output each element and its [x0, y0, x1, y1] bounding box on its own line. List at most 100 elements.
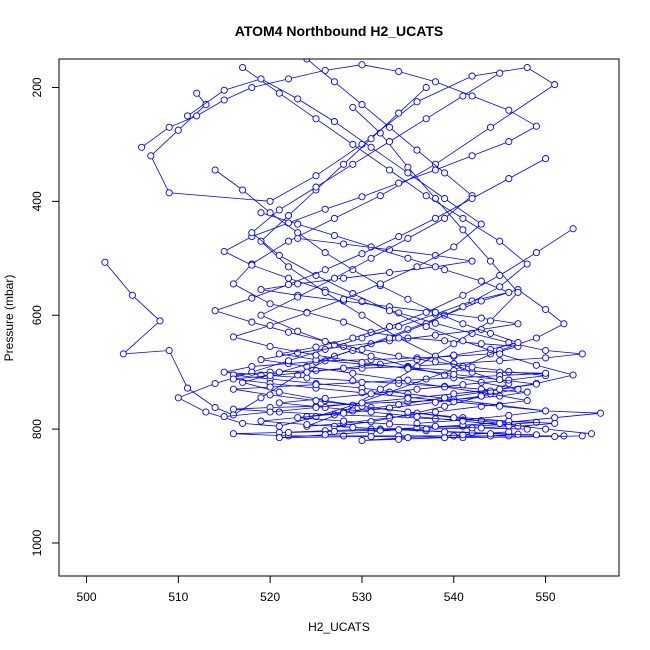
data-point: [431, 194, 439, 203]
data-point: [284, 219, 293, 227]
data-point: [441, 266, 449, 274]
x-tick-label: 500: [77, 590, 97, 604]
data-point: [367, 408, 375, 416]
data-point: [266, 391, 274, 399]
data-point: [239, 186, 247, 194]
data-point: [138, 143, 146, 151]
data-point: [340, 417, 348, 425]
data-point: [413, 98, 421, 106]
x-tick-label: 530: [352, 590, 372, 604]
data-point: [404, 169, 412, 177]
data-point: [404, 376, 412, 384]
data-point: [431, 358, 439, 366]
data-point: [441, 214, 449, 222]
data-point: [248, 368, 256, 376]
data-point: [542, 346, 550, 355]
data-point: [376, 192, 384, 200]
data-point: [349, 160, 357, 168]
data-point: [441, 394, 449, 402]
data-point: [220, 86, 228, 94]
data-point: [321, 431, 329, 439]
data-point: [404, 408, 412, 416]
data-point: [514, 385, 522, 393]
data-point: [349, 407, 357, 415]
y-tick-label: 600: [30, 305, 44, 325]
data-point: [505, 288, 513, 296]
data-point: [542, 155, 550, 163]
data-point: [532, 380, 540, 388]
data-point: [477, 392, 485, 400]
data-point: [523, 388, 531, 396]
data-point: [101, 258, 109, 266]
data-point: [523, 397, 531, 405]
y-tick-label: 1000: [30, 529, 44, 556]
data-point: [459, 226, 467, 234]
data-point: [349, 423, 357, 431]
data-point: [248, 229, 256, 237]
data-point: [431, 263, 439, 271]
data-point: [496, 350, 504, 358]
data-point: [312, 397, 320, 405]
data-point: [514, 288, 522, 296]
data-point: [358, 378, 366, 386]
data-point: [330, 118, 338, 126]
data-point: [542, 354, 550, 362]
data-point: [542, 407, 550, 415]
data-point: [275, 388, 283, 396]
data-point: [404, 434, 412, 442]
data-point: [395, 401, 403, 409]
data-point: [257, 237, 265, 245]
series-line-9: [260, 59, 528, 430]
data-point: [119, 350, 127, 358]
data-point: [275, 251, 283, 259]
data-point: [358, 101, 366, 109]
data-point: [505, 106, 513, 114]
data-point: [174, 394, 182, 402]
data-point: [266, 321, 274, 330]
data-point: [385, 123, 394, 131]
data-point: [431, 166, 439, 174]
data-point: [578, 432, 586, 440]
data-point: [275, 408, 283, 416]
data-point: [358, 193, 366, 201]
data-point: [330, 274, 338, 282]
data-point: [395, 323, 403, 331]
data-point: [395, 435, 403, 443]
series-line-11: [233, 228, 592, 435]
data-point: [174, 126, 182, 134]
data-point: [505, 422, 513, 430]
data-point: [303, 309, 311, 317]
data-point: [275, 422, 283, 430]
data-point: [349, 369, 357, 377]
data-point: [294, 220, 302, 228]
data-point: [239, 419, 247, 427]
data-point: [229, 430, 237, 438]
data-point: [560, 320, 568, 328]
data-point: [542, 369, 550, 377]
data-point: [367, 390, 375, 398]
data-point: [367, 143, 375, 151]
data-point: [459, 362, 467, 371]
data-point: [321, 288, 329, 296]
data-point: [422, 83, 430, 92]
data-point: [165, 123, 173, 131]
data-point: [441, 194, 449, 203]
data-point: [312, 403, 320, 412]
data-point: [395, 352, 403, 360]
data-point: [468, 92, 476, 100]
data-point: [486, 430, 495, 438]
data-point: [431, 398, 439, 406]
data-point: [367, 135, 375, 143]
data-point: [532, 334, 540, 342]
y-axis-label: Pressure (mbar): [2, 275, 16, 362]
data-point: [431, 331, 439, 339]
data-point: [459, 381, 467, 389]
data-point: [340, 240, 348, 248]
data-point: [376, 280, 384, 288]
data-point: [385, 268, 394, 277]
data-point: [459, 92, 467, 100]
data-point: [284, 274, 293, 282]
data-point: [496, 402, 504, 410]
data-point: [542, 425, 550, 433]
